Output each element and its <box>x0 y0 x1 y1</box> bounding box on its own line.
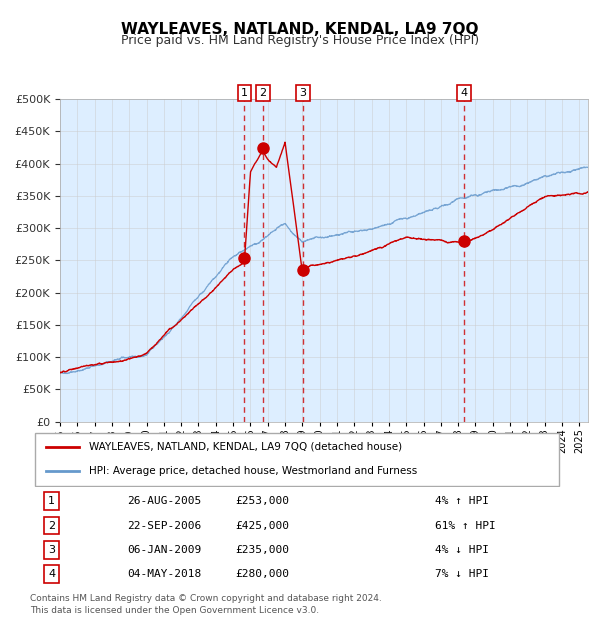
Text: Contains HM Land Registry data © Crown copyright and database right 2024.
This d: Contains HM Land Registry data © Crown c… <box>30 593 382 615</box>
Text: Price paid vs. HM Land Registry's House Price Index (HPI): Price paid vs. HM Land Registry's House … <box>121 34 479 47</box>
Text: HPI: Average price, detached house, Westmorland and Furness: HPI: Average price, detached house, West… <box>89 466 418 476</box>
Text: £280,000: £280,000 <box>235 569 289 579</box>
Text: 61% ↑ HPI: 61% ↑ HPI <box>435 521 496 531</box>
Text: 22-SEP-2006: 22-SEP-2006 <box>127 521 202 531</box>
Text: 2: 2 <box>48 521 55 531</box>
Text: 1: 1 <box>241 88 248 98</box>
Text: 04-MAY-2018: 04-MAY-2018 <box>127 569 202 579</box>
Text: 2: 2 <box>259 88 266 98</box>
Text: 4% ↑ HPI: 4% ↑ HPI <box>435 497 489 507</box>
Text: 3: 3 <box>48 545 55 555</box>
Text: WAYLEAVES, NATLAND, KENDAL, LA9 7QQ: WAYLEAVES, NATLAND, KENDAL, LA9 7QQ <box>121 22 479 37</box>
FancyBboxPatch shape <box>35 433 559 485</box>
Text: 4: 4 <box>460 88 467 98</box>
Text: £253,000: £253,000 <box>235 497 289 507</box>
Text: £425,000: £425,000 <box>235 521 289 531</box>
Text: 7% ↓ HPI: 7% ↓ HPI <box>435 569 489 579</box>
Text: WAYLEAVES, NATLAND, KENDAL, LA9 7QQ (detached house): WAYLEAVES, NATLAND, KENDAL, LA9 7QQ (det… <box>89 441 403 451</box>
Text: 1: 1 <box>48 497 55 507</box>
Text: 06-JAN-2009: 06-JAN-2009 <box>127 545 202 555</box>
Text: £235,000: £235,000 <box>235 545 289 555</box>
Text: 3: 3 <box>299 88 306 98</box>
Text: 26-AUG-2005: 26-AUG-2005 <box>127 497 202 507</box>
Text: 4% ↓ HPI: 4% ↓ HPI <box>435 545 489 555</box>
Text: 4: 4 <box>48 569 55 579</box>
